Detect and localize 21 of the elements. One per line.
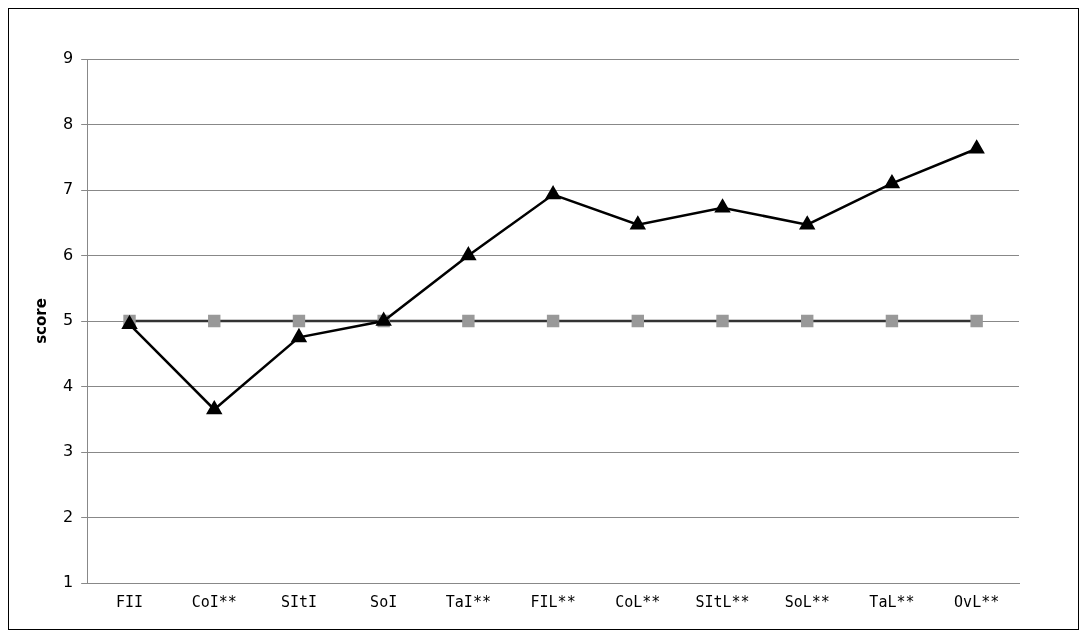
y-tick-label: 8	[62, 113, 74, 133]
x-tick-label: TaL**	[869, 592, 915, 611]
x-tick-label: CoI**	[191, 592, 237, 611]
y-tick-label: 5	[62, 310, 74, 330]
x-tick-label: OvL**	[954, 592, 1000, 611]
x-tick-label: SoL**	[784, 592, 830, 611]
y-axis-title: score	[31, 298, 50, 344]
x-tick-label: TaI**	[445, 592, 491, 611]
x-tick-label: FII	[115, 592, 144, 611]
x-tick-label: FIL**	[530, 592, 576, 611]
y-tick-label: 2	[62, 506, 74, 526]
y-tick-label: 9	[62, 48, 74, 68]
x-tick-label: SoI	[370, 592, 398, 611]
x-tick-label: CoL**	[615, 592, 661, 611]
y-tick-label: 3	[62, 441, 74, 461]
x-tick-label: SItL**	[695, 592, 750, 611]
x-tick-label: SItI	[280, 592, 318, 611]
y-tick-label: 1	[62, 572, 74, 592]
y-tick-label: 6	[62, 244, 74, 264]
y-tick-label: 7	[62, 179, 74, 199]
y-tick-label: 4	[62, 375, 74, 395]
